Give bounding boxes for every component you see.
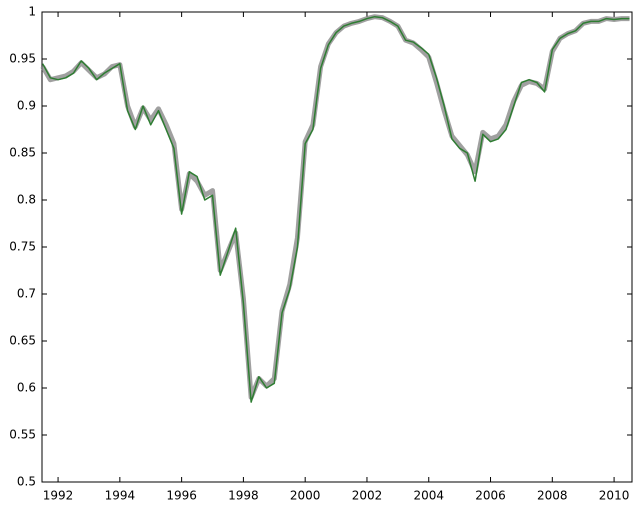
y-tick-label: 0.6 <box>17 381 36 395</box>
x-tick-label: 2008 <box>537 489 568 503</box>
x-tick-label: 2006 <box>475 489 506 503</box>
x-tick-label: 1992 <box>43 489 74 503</box>
series-line <box>41 15 630 403</box>
y-tick-label: 0.95 <box>9 52 36 66</box>
y-tick-label: 0.8 <box>17 193 36 207</box>
y-tick-label: 0.9 <box>17 99 36 113</box>
y-tick-label: 0.65 <box>9 334 36 348</box>
y-tick-label: 0.7 <box>17 287 36 301</box>
x-tick-label: 1998 <box>228 489 259 503</box>
x-tick-label: 1994 <box>105 489 136 503</box>
x-tick-label: 2000 <box>290 489 321 503</box>
series-line <box>40 14 630 400</box>
y-tick-label: 0.5 <box>17 475 36 489</box>
y-tick-label: 1 <box>28 5 36 19</box>
y-tick-label: 0.55 <box>9 428 36 442</box>
x-tick-label: 2010 <box>599 489 630 503</box>
y-tick-label: 0.75 <box>9 240 36 254</box>
x-tick-label: 2002 <box>352 489 383 503</box>
y-tick-label: 0.85 <box>9 146 36 160</box>
x-tick-label: 1996 <box>166 489 197 503</box>
x-tick-label: 2004 <box>413 489 444 503</box>
